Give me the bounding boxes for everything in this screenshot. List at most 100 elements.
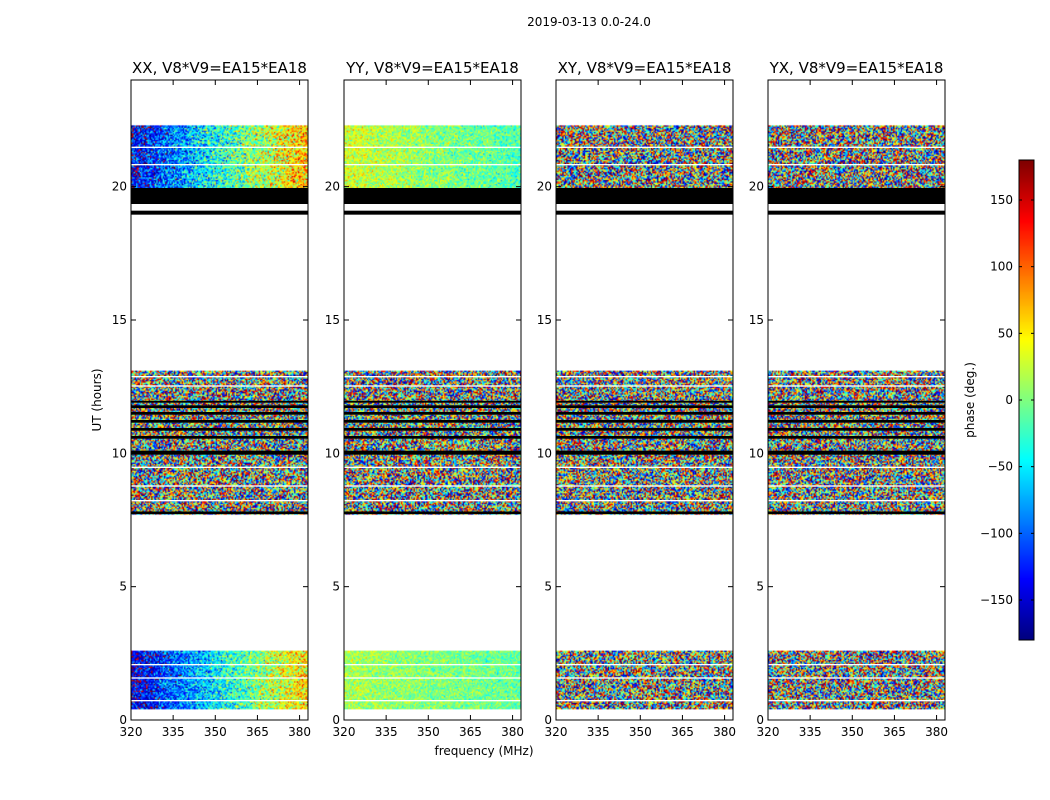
colorbar: 150 100 50 0 −50 −100 −150 xyxy=(980,159,1035,641)
y-axis-label: UT (hours) xyxy=(90,368,104,431)
gap-line xyxy=(556,664,733,666)
flagged-band xyxy=(131,400,308,403)
x-tick-label: 380 xyxy=(925,725,948,739)
gap-line xyxy=(768,164,945,166)
gap-line xyxy=(556,700,733,702)
y-tick-label: 5 xyxy=(119,580,127,594)
gap-line xyxy=(344,700,521,702)
gap-line xyxy=(768,500,945,502)
x-tick-label: 350 xyxy=(629,725,652,739)
panel-2: XY, V8*V9=EA15*EA18 320 335 350 365 380 0 5 10 15… xyxy=(537,59,736,739)
x-tick-label: 365 xyxy=(671,725,694,739)
gap-line xyxy=(344,677,521,679)
colorbar-gradient xyxy=(1019,160,1034,640)
y-tick-label: 15 xyxy=(325,313,340,327)
gap-line xyxy=(556,466,733,468)
flagged-band xyxy=(768,428,945,431)
x-tick-label: 365 xyxy=(246,725,269,739)
colorbar-tick-label: 0 xyxy=(1005,393,1013,407)
flagged-band xyxy=(131,405,308,408)
gap-line xyxy=(768,385,945,387)
flagged-band xyxy=(131,420,308,423)
flagged-band xyxy=(131,188,308,204)
colorbar-tick-label: 100 xyxy=(990,260,1013,274)
gap-line xyxy=(131,700,308,702)
x-tick-label: 320 xyxy=(333,725,356,739)
y-tick-label: 20 xyxy=(112,180,127,194)
flagged-band xyxy=(344,412,521,415)
colorbar-label: phase (deg.) xyxy=(963,362,977,438)
flagged-band xyxy=(768,511,945,515)
panels-group: XX, V8*V9=EA15*EA18 320 335 350 365 380 0 5 10 15… xyxy=(112,59,948,739)
panel-title: YY, V8*V9=EA15*EA18 xyxy=(345,59,519,77)
gap-line xyxy=(768,677,945,679)
flagged-band xyxy=(131,511,308,515)
gap-line xyxy=(344,485,521,487)
flagged-band xyxy=(344,188,521,204)
y-tick-label: 10 xyxy=(325,446,340,460)
flagged-band xyxy=(768,188,945,204)
flagged-band xyxy=(344,428,521,431)
flagged-band xyxy=(344,405,521,408)
flagged-band xyxy=(344,210,521,215)
y-tick-label: 0 xyxy=(332,713,340,727)
y-tick-label: 0 xyxy=(119,713,127,727)
figure-suptitle: 2019-03-13 0.0-24.0 xyxy=(527,15,651,29)
gap-line xyxy=(131,677,308,679)
colorbar-tick-label: 150 xyxy=(990,193,1013,207)
x-tick-label: 380 xyxy=(713,725,736,739)
x-tick-label: 350 xyxy=(841,725,864,739)
panel-heatmap xyxy=(556,80,733,720)
y-tick-label: 10 xyxy=(112,446,127,460)
gap-line xyxy=(556,376,733,378)
flagged-band xyxy=(131,210,308,215)
gap-line xyxy=(131,466,308,468)
y-tick-label: 15 xyxy=(749,313,764,327)
panel-heatmap xyxy=(131,80,308,720)
gap-line xyxy=(344,376,521,378)
gap-line xyxy=(556,164,733,166)
y-tick-label: 20 xyxy=(749,180,764,194)
y-tick-label: 20 xyxy=(537,180,552,194)
x-tick-label: 335 xyxy=(799,725,822,739)
flagged-band xyxy=(768,450,945,455)
flagged-band xyxy=(556,511,733,515)
colorbar-tick-label: 50 xyxy=(998,326,1013,340)
gap-line xyxy=(556,485,733,487)
x-axis-label: frequency (MHz) xyxy=(434,744,533,758)
panel-frame xyxy=(555,79,734,721)
gap-line xyxy=(768,146,945,148)
gap-line xyxy=(556,677,733,679)
gap-line xyxy=(556,385,733,387)
flagged-band xyxy=(556,210,733,215)
x-tick-label: 380 xyxy=(288,725,311,739)
flagged-band xyxy=(344,420,521,423)
gap-line xyxy=(344,466,521,468)
panel-1: YY, V8*V9=EA15*EA18 320 335 350 365 380 0 5 10 15… xyxy=(325,59,524,739)
gap-line xyxy=(131,485,308,487)
flagged-band xyxy=(344,436,521,439)
gap-line xyxy=(556,146,733,148)
flagged-band xyxy=(131,436,308,439)
gap-line xyxy=(768,466,945,468)
flagged-band xyxy=(131,450,308,455)
flagged-band xyxy=(131,412,308,415)
x-tick-label: 365 xyxy=(459,725,482,739)
flagged-band xyxy=(556,428,733,431)
flagged-band xyxy=(556,420,733,423)
y-tick-label: 15 xyxy=(537,313,552,327)
x-tick-label: 380 xyxy=(501,725,524,739)
x-tick-label: 335 xyxy=(375,725,398,739)
flagged-band xyxy=(768,436,945,439)
gap-line xyxy=(131,664,308,666)
y-tick-label: 0 xyxy=(756,713,764,727)
flagged-band xyxy=(556,412,733,415)
panel-frame xyxy=(343,79,522,721)
flagged-band xyxy=(131,428,308,431)
gap-line xyxy=(344,146,521,148)
gap-line xyxy=(131,164,308,166)
flagged-band xyxy=(344,450,521,455)
y-tick-label: 0 xyxy=(544,713,552,727)
gap-line xyxy=(768,700,945,702)
panel-heatmap xyxy=(768,80,945,720)
